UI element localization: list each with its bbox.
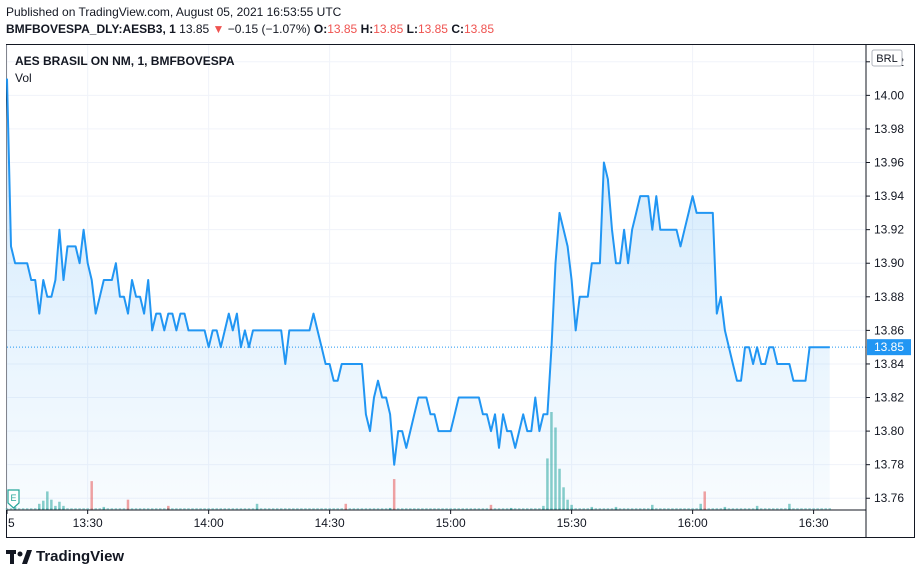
high-value: 13.85 — [373, 22, 404, 36]
tradingview-logo[interactable]: TradingView — [6, 548, 124, 565]
chart-title: AES BRASIL ON NM, 1, BMFBOVESPA — [15, 54, 235, 68]
price-tick-label: 13.96 — [874, 156, 904, 170]
brand-name: TradingView — [36, 548, 125, 565]
price-axis[interactable]: 14.0214.0013.9813.9613.9413.9213.9013.88… — [866, 55, 904, 505]
time-tick-label: 16:30 — [799, 516, 829, 530]
time-tick-label: 14:30 — [315, 516, 345, 530]
tradingview-logo-icon — [6, 549, 32, 564]
symbol-label: BMFBOVESPA_DLY:AESB3, 1 — [6, 22, 176, 36]
time-tick-label: 15:00 — [436, 516, 466, 530]
price-tick-label: 14.00 — [874, 88, 904, 102]
last-price-value: 13.85 — [179, 22, 210, 36]
price-tick-label: 13.90 — [874, 256, 904, 270]
low-value: 13.85 — [417, 22, 448, 36]
price-tick-label: 13.86 — [874, 323, 904, 337]
close-value: 13.85 — [464, 22, 495, 36]
event-marker[interactable]: E — [7, 489, 20, 509]
time-tick-label: 15:30 — [557, 516, 587, 530]
price-area-fill — [7, 78, 830, 510]
time-tick-label: 14:00 — [194, 516, 224, 530]
published-caption: Published on TradingView.com, August 05,… — [6, 5, 342, 19]
price-tick-label: 13.78 — [874, 458, 904, 472]
time-axis[interactable]: 5 13:30 14:00 14:30 15:00 15:30 16:00 16:30 — [6, 510, 829, 530]
event-flag-icon — [7, 489, 20, 509]
time-tick-label: 5 — [8, 516, 15, 530]
currency-label: BRL — [876, 53, 897, 65]
down-arrow-icon: ▼ — [212, 22, 225, 36]
price-tick-label: 13.76 — [874, 491, 904, 505]
symbol-ohlc-line: BMFBOVESPA_DLY:AESB3, 1 13.85 ▼ −0.15 (−… — [6, 22, 494, 36]
high-label: H: — [360, 22, 374, 36]
open-value: 13.85 — [327, 22, 358, 36]
close-label: C: — [451, 22, 464, 36]
price-line — [6, 78, 830, 466]
open-label: O: — [313, 22, 328, 36]
time-tick-label: 16:00 — [678, 516, 708, 530]
price-tick-label: 13.82 — [874, 391, 904, 405]
currency-badge[interactable]: BRL — [871, 49, 903, 67]
price-tick-label: 13.98 — [874, 122, 904, 136]
last-price-tag-label: 13.85 — [874, 340, 904, 354]
price-change: −0.15 (−1.07%) — [227, 22, 311, 36]
price-tick-label: 13.84 — [874, 357, 904, 371]
last-price-tag: 13.85 — [867, 339, 911, 356]
last-price-tag-bg — [867, 339, 911, 356]
price-tick-label: 13.88 — [874, 290, 904, 304]
price-tick-label: 13.80 — [874, 424, 904, 438]
currency-badge-box — [871, 49, 903, 67]
price-tick-label: 13.94 — [874, 189, 904, 203]
low-label: L: — [406, 22, 418, 36]
price-tick-label: 13.92 — [874, 223, 904, 237]
volume-legend: Vol — [15, 71, 32, 85]
event-flag-letter: E — [10, 493, 16, 503]
volume-bar-base — [828, 508, 831, 510]
time-tick-label: 13:30 — [73, 516, 103, 530]
